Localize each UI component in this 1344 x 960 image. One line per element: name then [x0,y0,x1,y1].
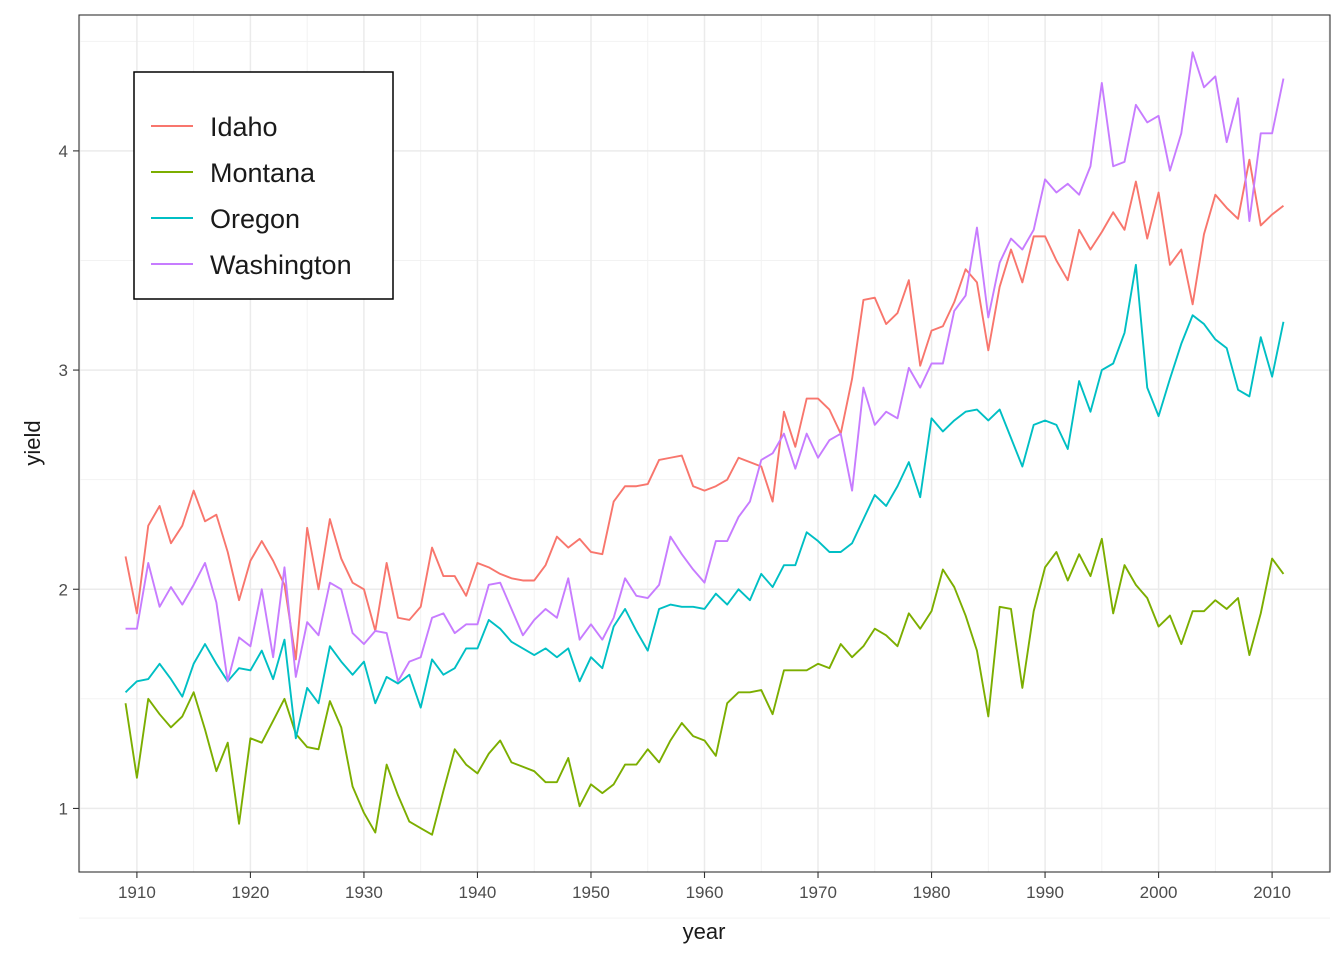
x-tick-label: 1970 [799,883,837,902]
x-tick-label: 1920 [232,883,270,902]
x-tick-label: 1940 [459,883,497,902]
legend-label-montana: Montana [210,158,316,188]
x-axis-title: year [683,919,726,944]
y-axis-title: yield [20,420,45,465]
legend-label-oregon: Oregon [210,204,300,234]
legend-label-idaho: Idaho [210,112,278,142]
y-tick-label: 3 [59,361,68,380]
series-line-oregon [124,263,1285,740]
x-tick-label: 1910 [118,883,156,902]
legend-label-washington: Washington [210,250,352,280]
series-line-washington [125,51,1285,683]
y-tick-label: 4 [59,142,68,161]
series-lines [124,51,1285,836]
x-tick-label: 2010 [1253,883,1291,902]
y-tick-label: 1 [59,799,68,818]
series-line-idaho [124,158,1285,661]
y-axis: 1 2 3 4 [59,142,79,818]
x-tick-label: 1990 [1026,883,1064,902]
x-tick-label: 1950 [572,883,610,902]
y-tick-label: 2 [59,580,68,599]
series-line-montana [124,537,1285,836]
major-gridlines [79,15,1330,872]
legend: Idaho Montana Oregon Washington [133,71,394,300]
x-tick-label: 2000 [1140,883,1178,902]
x-axis: 1910 1920 1930 1940 1950 1960 1970 1980 1990 2000… [118,872,1291,902]
x-tick-label: 1930 [345,883,383,902]
legend-box [133,71,394,300]
x-tick-label: 1960 [686,883,724,902]
x-tick-label: 1980 [913,883,951,902]
